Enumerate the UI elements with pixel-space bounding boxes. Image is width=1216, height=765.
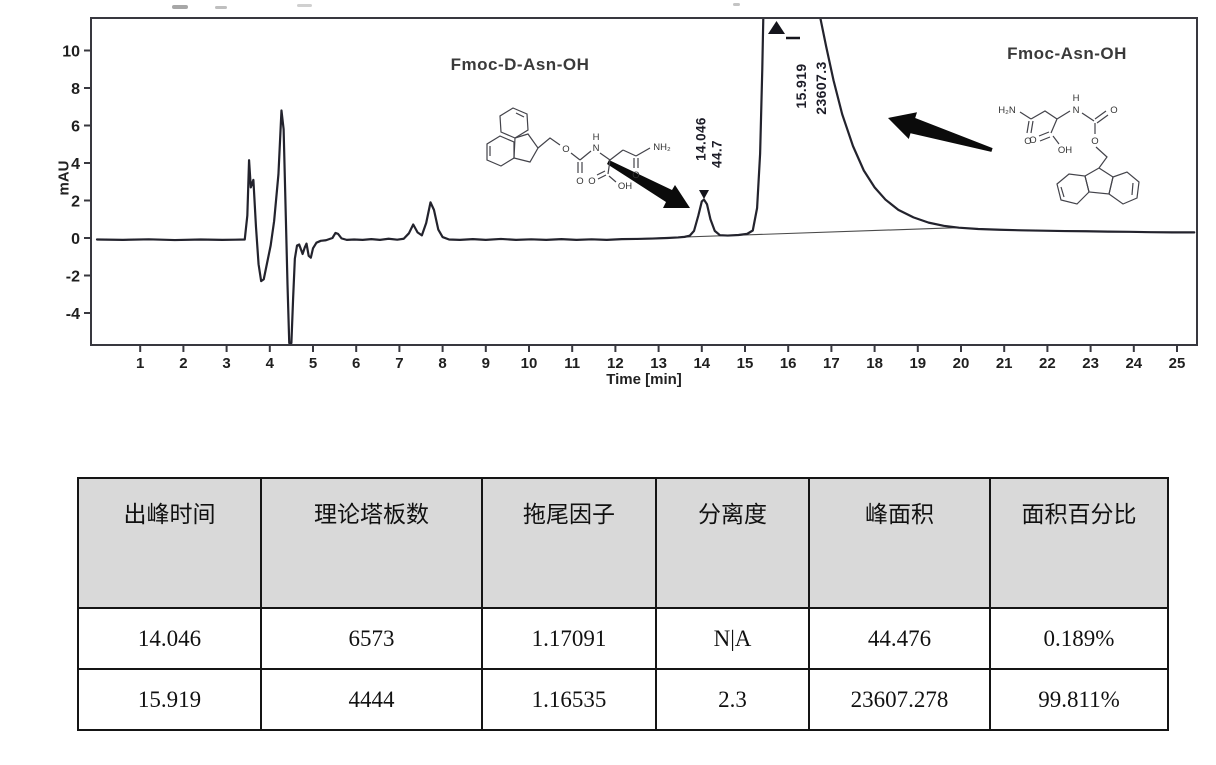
atom-label: OH xyxy=(1058,145,1072,156)
cell-tailing-factor: 1.16535 xyxy=(481,668,657,731)
svg-text:17: 17 xyxy=(823,355,840,372)
svg-text:6: 6 xyxy=(71,119,80,136)
compound-label-fmoc-asn-oh: Fmoc-Asn-OH xyxy=(1007,44,1127,63)
svg-text:25: 25 xyxy=(1169,355,1186,372)
clipped-peak-apex-marker xyxy=(768,21,785,34)
header-row: 出峰时间 理论塔板数 拖尾因子 分离度 峰面积 面积百分比 xyxy=(77,477,1169,609)
svg-text:15: 15 xyxy=(737,355,754,372)
svg-text:12: 12 xyxy=(607,355,624,372)
chromatogram-panel: 10 8 6 4 2 0 -2 -4 1 2 3 4 5 6 7 8 9 10 11 12 13 14 15 16 17 18 19… xyxy=(55,3,1198,388)
cyclopentane-ring xyxy=(1084,167,1114,195)
benzene-ring xyxy=(499,107,529,139)
structure-fmoc-asn-oh: H₂N O N H O O O OH xyxy=(998,93,1140,205)
svg-text:6: 6 xyxy=(352,355,360,372)
cell-retention-time: 14.046 xyxy=(77,607,262,670)
cell-retention-time: 15.919 xyxy=(77,668,262,731)
header-retention-time: 出峰时间 xyxy=(77,477,262,609)
atom-label: NH₂ xyxy=(653,142,671,153)
atom-label: OH xyxy=(618,181,632,192)
atom-label: N xyxy=(1073,105,1080,116)
atom-label: O xyxy=(562,144,569,155)
header-resolution: 分离度 xyxy=(655,477,810,609)
atom-label: H xyxy=(593,132,600,143)
svg-text:19: 19 xyxy=(909,355,926,372)
svg-text:4: 4 xyxy=(71,156,80,173)
svg-text:2: 2 xyxy=(71,194,80,211)
benzene-ring xyxy=(1108,171,1140,205)
atom-label: O xyxy=(576,176,583,187)
svg-text:10: 10 xyxy=(521,355,538,372)
svg-text:2: 2 xyxy=(179,355,187,372)
atom-label: O xyxy=(588,176,595,187)
arrow-to-minor-peak xyxy=(607,160,690,208)
arrow-to-major-peak xyxy=(888,112,993,152)
cell-theoretical-plates: 4444 xyxy=(260,668,483,731)
svg-text:3: 3 xyxy=(222,355,230,372)
svg-text:21: 21 xyxy=(996,355,1013,372)
annotation-arrows xyxy=(607,112,993,208)
y-axis-title: mAU xyxy=(55,160,73,196)
cyclopentane-ring xyxy=(513,133,539,163)
compound-label-fmoc-d-asn-oh: Fmoc-D-Asn-OH xyxy=(450,55,590,74)
svg-text:1: 1 xyxy=(136,355,144,372)
svg-text:20: 20 xyxy=(953,355,970,372)
header-tailing-factor: 拖尾因子 xyxy=(481,477,657,609)
svg-text:5: 5 xyxy=(309,355,317,372)
cell-resolution: N|A xyxy=(655,607,810,670)
header-area-percent: 面积百分比 xyxy=(989,477,1169,609)
svg-text:0: 0 xyxy=(71,231,80,248)
svg-text:23: 23 xyxy=(1082,355,1099,372)
svg-text:14: 14 xyxy=(693,355,710,372)
benzene-ring xyxy=(486,135,515,167)
atom-label: O xyxy=(1110,105,1117,116)
peak2-area-label: 23607.3 xyxy=(813,61,829,115)
svg-text:13: 13 xyxy=(650,355,667,372)
svg-text:7: 7 xyxy=(395,355,403,372)
cell-theoretical-plates: 6573 xyxy=(260,607,483,670)
svg-text:8: 8 xyxy=(71,81,80,98)
x-axis-title: Time [min] xyxy=(606,371,682,388)
svg-text:16: 16 xyxy=(780,355,797,372)
atom-label: O xyxy=(632,170,639,181)
benzene-ring xyxy=(1056,173,1090,205)
svg-text:4: 4 xyxy=(266,355,275,372)
results-table: 出峰时间 理论塔板数 拖尾因子 分离度 峰面积 面积百分比 14.046 657… xyxy=(77,477,1169,731)
svg-text:10: 10 xyxy=(62,44,80,61)
header-peak-area: 峰面积 xyxy=(808,477,991,609)
atom-label: N xyxy=(593,143,600,154)
peak-markers xyxy=(699,21,800,199)
svg-text:-4: -4 xyxy=(66,306,80,323)
svg-text:24: 24 xyxy=(1125,355,1142,372)
scan-artifacts xyxy=(172,3,740,9)
atom-label: O xyxy=(1024,136,1031,147)
svg-text:11: 11 xyxy=(564,355,580,372)
table-row: 14.046 6573 1.17091 N|A 44.476 0.189% xyxy=(77,607,1169,670)
cell-peak-area: 23607.278 xyxy=(808,668,991,731)
results-table-wrapper: 出峰时间 理论塔板数 拖尾因子 分离度 峰面积 面积百分比 14.046 657… xyxy=(77,477,1169,731)
svg-text:8: 8 xyxy=(438,355,446,372)
svg-text:18: 18 xyxy=(866,355,883,372)
atom-label: H₂N xyxy=(998,105,1016,116)
cell-area-percent: 99.811% xyxy=(989,668,1169,731)
small-peak-apex-marker xyxy=(699,190,709,199)
cell-area-percent: 0.189% xyxy=(989,607,1169,670)
cell-resolution: 2.3 xyxy=(655,668,810,731)
peak1-area-label: 44.7 xyxy=(709,140,725,168)
svg-text:22: 22 xyxy=(1039,355,1056,372)
peak2-retention-label: 15.919 xyxy=(793,63,809,109)
atom-label: O xyxy=(1029,135,1036,146)
atom-label: O xyxy=(1091,136,1098,147)
atom-label: H xyxy=(1073,93,1080,104)
svg-text:-2: -2 xyxy=(66,269,80,286)
peak1-retention-label: 14.046 xyxy=(693,117,709,161)
structure-fmoc-d-asn-oh: O O N H O OH O NH₂ xyxy=(486,107,671,192)
cell-tailing-factor: 1.17091 xyxy=(481,607,657,670)
header-theoretical-plates: 理论塔板数 xyxy=(260,477,483,609)
cell-peak-area: 44.476 xyxy=(808,607,991,670)
table-row: 15.919 4444 1.16535 2.3 23607.278 99.811… xyxy=(77,668,1169,731)
svg-text:9: 9 xyxy=(482,355,490,372)
